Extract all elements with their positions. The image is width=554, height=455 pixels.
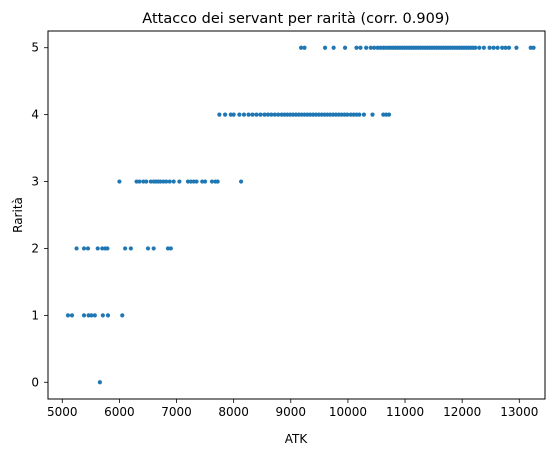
data-point (203, 179, 208, 184)
data-point (145, 246, 151, 251)
data-point (74, 246, 79, 251)
data-point (217, 112, 222, 117)
data-point (354, 45, 359, 50)
data-point (473, 45, 478, 50)
y-tick-label: 1 (31, 308, 39, 322)
data-point (238, 179, 244, 184)
data-point (254, 112, 259, 117)
data-point (144, 179, 149, 184)
data-point (331, 45, 336, 50)
y-axis-title: Rarità (11, 197, 25, 233)
data-point (151, 246, 156, 251)
data-point (128, 246, 133, 251)
x-tick-label: 6000 (104, 405, 135, 419)
data-point (117, 179, 122, 184)
data-point (357, 112, 362, 117)
x-tick-label: 9000 (276, 405, 307, 419)
y-tick-label: 0 (31, 375, 39, 389)
data-point (342, 45, 348, 50)
data-point (481, 45, 486, 50)
x-tick-label: 12000 (443, 405, 481, 419)
y-axis: 0 1 2 3 4 5 (31, 41, 48, 389)
data-point (95, 246, 100, 251)
data-point (495, 45, 500, 50)
data-point (81, 246, 87, 251)
data-point (272, 112, 277, 117)
y-tick-label: 4 (31, 108, 39, 122)
data-point (97, 380, 102, 385)
data-point (491, 45, 496, 50)
data-point (69, 313, 75, 318)
data-point (269, 112, 274, 117)
data-point (262, 112, 267, 117)
data-point (345, 112, 350, 117)
x-tick-label: 11000 (386, 405, 424, 419)
data-point (370, 112, 375, 117)
y-tick-label: 3 (31, 175, 39, 189)
data-point (100, 313, 105, 318)
data-point (246, 112, 251, 117)
data-point (89, 313, 94, 318)
data-point (372, 45, 377, 50)
data-point (514, 45, 519, 50)
x-tick-label: 7000 (161, 405, 192, 419)
data-point (209, 179, 215, 184)
x-tick-label: 8000 (218, 405, 249, 419)
data-point (81, 313, 87, 318)
data-point (167, 179, 172, 184)
plot-area-frame (47, 30, 546, 400)
data-point (531, 45, 536, 50)
data-point (168, 246, 173, 251)
data-point (171, 179, 176, 184)
data-point (500, 45, 505, 50)
y-tick-label: 2 (31, 241, 39, 255)
data-point (123, 246, 128, 251)
x-tick-label: 10000 (329, 405, 367, 419)
data-point (250, 112, 255, 117)
data-point (92, 313, 97, 318)
x-tick-label: 13000 (500, 405, 538, 419)
x-tick-label: 5000 (47, 405, 78, 419)
data-point (265, 112, 271, 117)
data-point (358, 45, 363, 50)
data-point (506, 45, 512, 50)
data-point (298, 45, 304, 50)
data-point (194, 179, 199, 184)
data-point (487, 45, 492, 50)
data-point (164, 179, 169, 184)
data-point (85, 246, 91, 251)
data-point (105, 246, 110, 251)
data-point (503, 45, 508, 50)
data-point (65, 313, 71, 318)
data-point (386, 112, 392, 117)
data-point (258, 112, 263, 117)
data-point (241, 112, 247, 117)
data-points (65, 45, 536, 385)
chart-title: Attacco dei servant per rarità (corr. 0.… (142, 11, 449, 27)
y-tick-label: 5 (31, 41, 39, 55)
data-point (231, 112, 236, 117)
data-point (237, 112, 242, 117)
data-point (120, 313, 125, 318)
data-point (368, 45, 373, 50)
data-point (361, 112, 367, 117)
data-point (322, 45, 328, 50)
data-point (302, 45, 307, 50)
data-point (177, 179, 182, 184)
data-point (364, 45, 369, 50)
data-point (105, 313, 111, 318)
x-axis: 5000 6000 7000 8000 9000 10000 11000 12000 13000 (47, 399, 538, 419)
data-point (276, 112, 281, 117)
data-point (215, 179, 220, 184)
data-point (477, 45, 482, 50)
x-axis-title: ATK (285, 432, 309, 446)
data-point (137, 179, 142, 184)
data-point (222, 112, 228, 117)
